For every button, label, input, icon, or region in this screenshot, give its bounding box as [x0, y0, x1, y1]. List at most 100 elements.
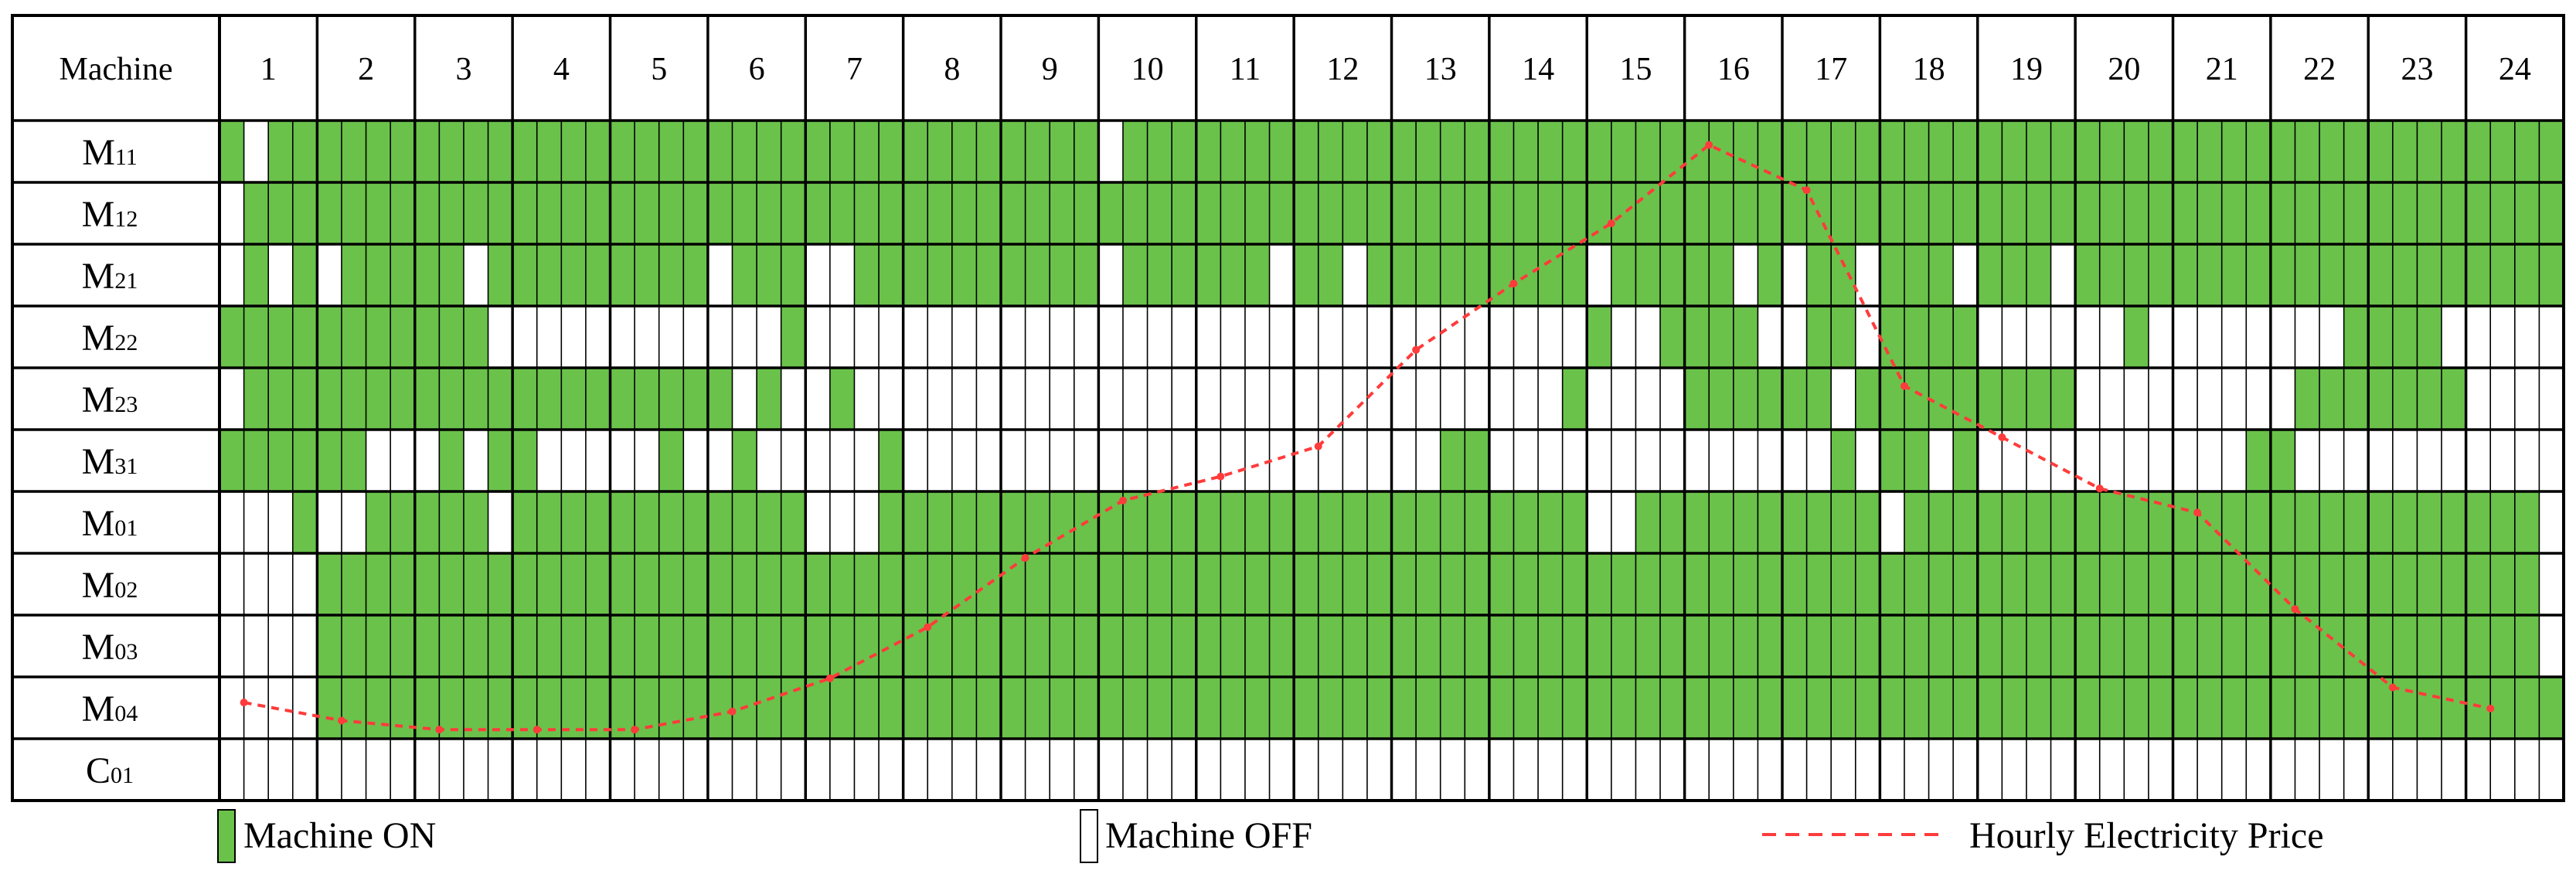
cell-on	[951, 615, 977, 677]
cell-on	[2002, 244, 2026, 306]
cell-on	[439, 182, 464, 244]
cell-on	[1538, 244, 1563, 306]
cell-on	[2050, 677, 2076, 739]
cell-on	[2417, 244, 2442, 306]
legend-price-label: Hourly Electricity Price	[1969, 815, 2324, 856]
cell-on	[1294, 121, 1319, 182]
cell-on	[2465, 182, 2491, 244]
cell-on	[635, 553, 659, 615]
cell-on	[1635, 244, 1661, 306]
cell-on	[1147, 491, 1172, 553]
cell-on	[757, 244, 781, 306]
cell-on	[1758, 244, 1782, 306]
cell-on	[1684, 368, 1710, 430]
cell-on	[1684, 553, 1710, 615]
cell-on	[1416, 677, 1441, 739]
cell-on	[1220, 491, 1245, 553]
cell-on	[1904, 677, 1929, 739]
cell-on	[2197, 182, 2222, 244]
cell-on	[1831, 182, 1856, 244]
cell-on	[1587, 121, 1611, 182]
cell-on	[512, 182, 537, 244]
cell-on	[2075, 182, 2100, 244]
cell-on	[2270, 244, 2295, 306]
cell-on	[854, 244, 880, 306]
cell-on	[1587, 615, 1611, 677]
hour-label: 12	[1326, 52, 1359, 87]
cell-on	[536, 553, 562, 615]
cell-on	[1147, 244, 1172, 306]
price-point	[240, 699, 248, 707]
cell-on	[1074, 553, 1099, 615]
cell-on	[2539, 677, 2564, 739]
cell-on	[1122, 491, 1148, 553]
cell-on	[2148, 615, 2173, 677]
cell-on	[1709, 553, 1734, 615]
cell-on	[610, 244, 635, 306]
cell-on	[390, 368, 415, 430]
cell-on	[1342, 677, 1367, 739]
cell-on	[1635, 121, 1661, 182]
cell-on	[1489, 491, 1514, 553]
cell-on	[1440, 430, 1465, 491]
cell-on	[903, 182, 928, 244]
schedule-grid	[11, 14, 2565, 802]
cell-on	[1684, 615, 1710, 677]
cell-on	[2343, 553, 2369, 615]
cell-on	[903, 244, 928, 306]
cell-on	[1244, 553, 1270, 615]
cell-on	[390, 615, 415, 677]
cell-on	[1806, 306, 1832, 368]
cell-on	[1416, 121, 1441, 182]
cell-on	[1196, 244, 1221, 306]
cell-on	[1904, 553, 1929, 615]
cell-on	[1513, 553, 1539, 615]
cell-on	[1513, 182, 1539, 244]
cell-on	[854, 677, 880, 739]
cell-on	[1684, 121, 1710, 182]
cell-on	[585, 368, 611, 430]
price-point	[2193, 508, 2202, 517]
cell-on	[2246, 615, 2271, 677]
cell-on	[2246, 430, 2271, 491]
hour-label: 2	[358, 52, 374, 87]
cell-on	[1733, 677, 1758, 739]
cell-on	[1074, 244, 1099, 306]
cell-on	[927, 244, 952, 306]
cell-on	[1953, 553, 1978, 615]
cell-on	[976, 615, 1001, 677]
cell-on	[1391, 491, 1417, 553]
cell-on	[366, 306, 391, 368]
cell-on	[829, 368, 855, 430]
cell-on	[1831, 121, 1856, 182]
cell-on	[757, 491, 781, 553]
cell-on	[2026, 677, 2051, 739]
cell-on	[1318, 244, 1343, 306]
cell-on	[2270, 182, 2295, 244]
cell-on	[1220, 677, 1245, 739]
price-point	[1802, 186, 1811, 195]
legend-off-label: Machine OFF	[1105, 815, 1312, 856]
cell-on	[683, 368, 708, 430]
cell-on	[1660, 491, 1685, 553]
cell-on	[2417, 306, 2442, 368]
cell-on	[2392, 677, 2418, 739]
cell-on	[2319, 491, 2344, 553]
cell-on	[1465, 615, 1489, 677]
cell-on	[976, 491, 1001, 553]
header-machine-label: Machine	[60, 52, 173, 87]
cell-on	[2295, 491, 2320, 553]
cell-on	[1635, 182, 1661, 244]
cell-on	[2465, 491, 2491, 553]
cell-on	[1465, 430, 1489, 491]
cell-on	[1122, 553, 1148, 615]
cell-on	[1513, 121, 1539, 182]
cell-on	[1318, 491, 1343, 553]
cell-on	[707, 182, 733, 244]
cell-on	[488, 244, 513, 306]
price-point	[1705, 141, 1713, 149]
cell-on	[512, 553, 537, 615]
cell-on	[1660, 244, 1685, 306]
cell-on	[1880, 306, 1904, 368]
cell-on	[1538, 121, 1563, 182]
